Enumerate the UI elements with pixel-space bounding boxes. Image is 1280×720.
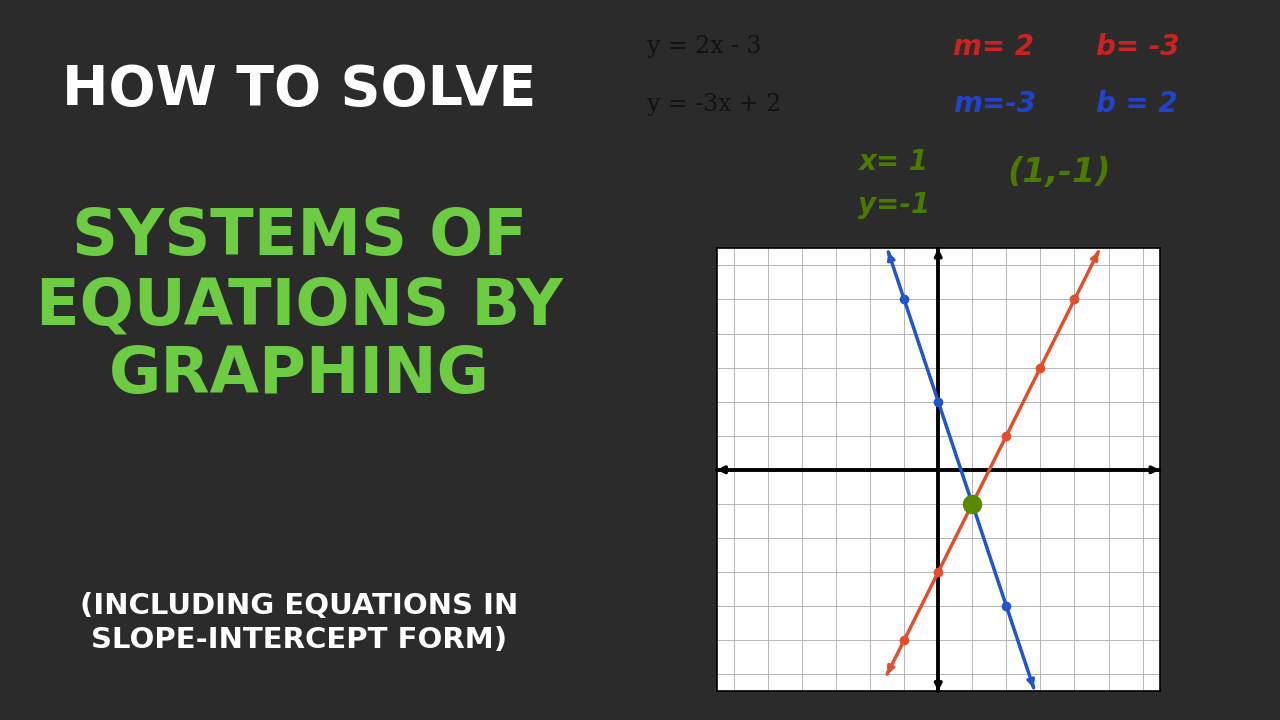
Text: m= 2: m= 2 [954, 33, 1034, 60]
Text: y=-1: y=-1 [858, 192, 931, 219]
Text: HOW TO SOLVE: HOW TO SOLVE [63, 63, 536, 117]
Text: (1,-1): (1,-1) [1007, 156, 1111, 189]
Text: y = 2x - 3: y = 2x - 3 [646, 35, 762, 58]
Text: b = 2: b = 2 [1096, 91, 1178, 118]
Text: SYSTEMS OF
EQUATIONS BY
GRAPHING: SYSTEMS OF EQUATIONS BY GRAPHING [36, 206, 563, 406]
Text: y = -3x + 2: y = -3x + 2 [646, 93, 781, 116]
Text: b= -3: b= -3 [1096, 33, 1180, 60]
Text: (INCLUDING EQUATIONS IN
SLOPE-INTERCEPT FORM): (INCLUDING EQUATIONS IN SLOPE-INTERCEPT … [81, 592, 518, 654]
Text: x= 1: x= 1 [858, 148, 928, 176]
Text: m=-3: m=-3 [954, 91, 1036, 118]
